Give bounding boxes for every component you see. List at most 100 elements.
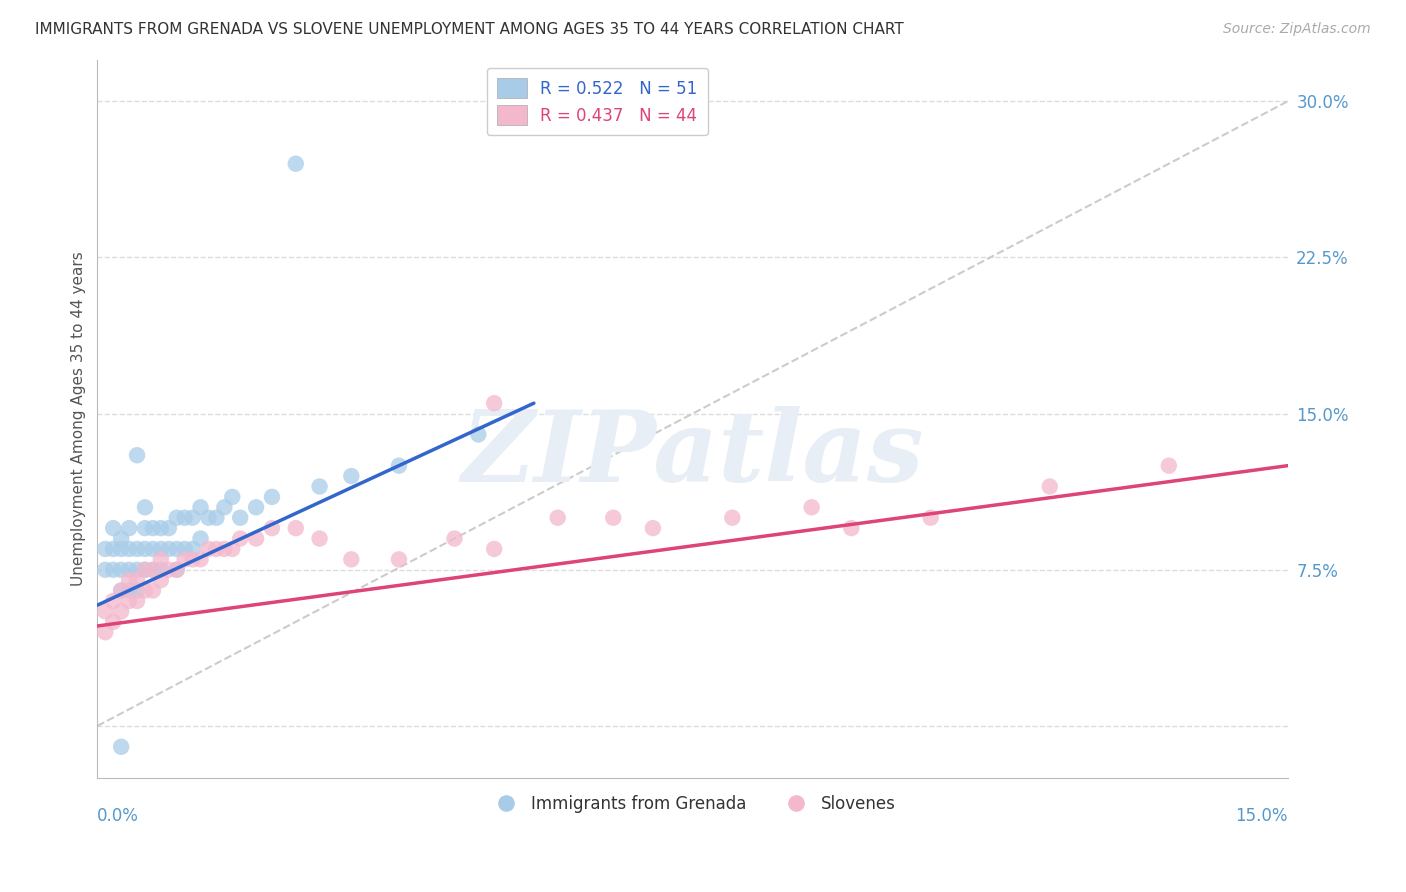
Point xyxy=(388,552,411,566)
Point xyxy=(110,563,132,577)
Point xyxy=(181,541,204,556)
Point xyxy=(142,583,165,598)
Legend: Immigrants from Grenada, Slovenes: Immigrants from Grenada, Slovenes xyxy=(482,789,903,820)
Point xyxy=(547,510,569,524)
Point xyxy=(118,594,141,608)
Point xyxy=(340,469,363,483)
Point xyxy=(118,541,141,556)
Point xyxy=(103,615,125,629)
Text: 0.0%: 0.0% xyxy=(97,806,139,825)
Point xyxy=(1039,479,1062,493)
Point xyxy=(134,583,156,598)
Point xyxy=(173,552,195,566)
Point xyxy=(340,552,363,566)
Point xyxy=(214,541,236,556)
Point xyxy=(467,427,489,442)
Point xyxy=(118,521,141,535)
Point xyxy=(388,458,411,473)
Point xyxy=(94,604,117,618)
Point xyxy=(166,563,188,577)
Point xyxy=(284,521,307,535)
Point xyxy=(103,541,125,556)
Text: ZIPatlas: ZIPatlas xyxy=(461,407,924,503)
Point xyxy=(920,510,942,524)
Point xyxy=(284,157,307,171)
Point xyxy=(221,541,243,556)
Point xyxy=(142,521,165,535)
Text: 15.0%: 15.0% xyxy=(1236,806,1288,825)
Text: Source: ZipAtlas.com: Source: ZipAtlas.com xyxy=(1223,22,1371,37)
Point xyxy=(166,541,188,556)
Point xyxy=(94,563,117,577)
Point xyxy=(110,541,132,556)
Point xyxy=(125,541,148,556)
Point xyxy=(443,532,465,546)
Point xyxy=(149,541,172,556)
Point xyxy=(103,563,125,577)
Point xyxy=(721,510,744,524)
Point xyxy=(134,563,156,577)
Point xyxy=(142,541,165,556)
Point xyxy=(157,541,180,556)
Point xyxy=(157,563,180,577)
Point xyxy=(134,541,156,556)
Point xyxy=(166,563,188,577)
Point xyxy=(245,500,267,515)
Point xyxy=(110,583,132,598)
Point xyxy=(800,500,823,515)
Point xyxy=(482,541,505,556)
Point xyxy=(103,594,125,608)
Point xyxy=(190,500,212,515)
Point xyxy=(229,510,252,524)
Point xyxy=(94,625,117,640)
Point xyxy=(245,532,267,546)
Point xyxy=(482,396,505,410)
Point xyxy=(197,541,219,556)
Point xyxy=(149,521,172,535)
Point xyxy=(110,739,132,754)
Point xyxy=(214,500,236,515)
Point xyxy=(181,510,204,524)
Point xyxy=(308,479,330,493)
Point xyxy=(181,552,204,566)
Point xyxy=(641,521,664,535)
Point xyxy=(125,573,148,587)
Point xyxy=(110,532,132,546)
Point xyxy=(308,532,330,546)
Point xyxy=(205,510,228,524)
Point xyxy=(142,563,165,577)
Point xyxy=(229,532,252,546)
Point xyxy=(125,583,148,598)
Point xyxy=(142,563,165,577)
Point xyxy=(173,510,195,524)
Y-axis label: Unemployment Among Ages 35 to 44 years: Unemployment Among Ages 35 to 44 years xyxy=(72,252,86,586)
Point xyxy=(134,563,156,577)
Text: IMMIGRANTS FROM GRENADA VS SLOVENE UNEMPLOYMENT AMONG AGES 35 TO 44 YEARS CORREL: IMMIGRANTS FROM GRENADA VS SLOVENE UNEMP… xyxy=(35,22,904,37)
Point xyxy=(190,552,212,566)
Point xyxy=(260,490,283,504)
Point xyxy=(118,583,141,598)
Point xyxy=(260,521,283,535)
Point xyxy=(134,500,156,515)
Point xyxy=(602,510,624,524)
Point xyxy=(149,552,172,566)
Point xyxy=(110,583,132,598)
Point xyxy=(1157,458,1180,473)
Point xyxy=(841,521,863,535)
Point xyxy=(221,490,243,504)
Point xyxy=(110,604,132,618)
Point xyxy=(118,573,141,587)
Point xyxy=(134,521,156,535)
Point xyxy=(149,563,172,577)
Point xyxy=(125,594,148,608)
Point xyxy=(157,521,180,535)
Point xyxy=(197,510,219,524)
Point xyxy=(103,521,125,535)
Point xyxy=(149,573,172,587)
Point xyxy=(94,541,117,556)
Point xyxy=(173,541,195,556)
Point xyxy=(190,532,212,546)
Point xyxy=(125,448,148,462)
Point xyxy=(205,541,228,556)
Point xyxy=(125,563,148,577)
